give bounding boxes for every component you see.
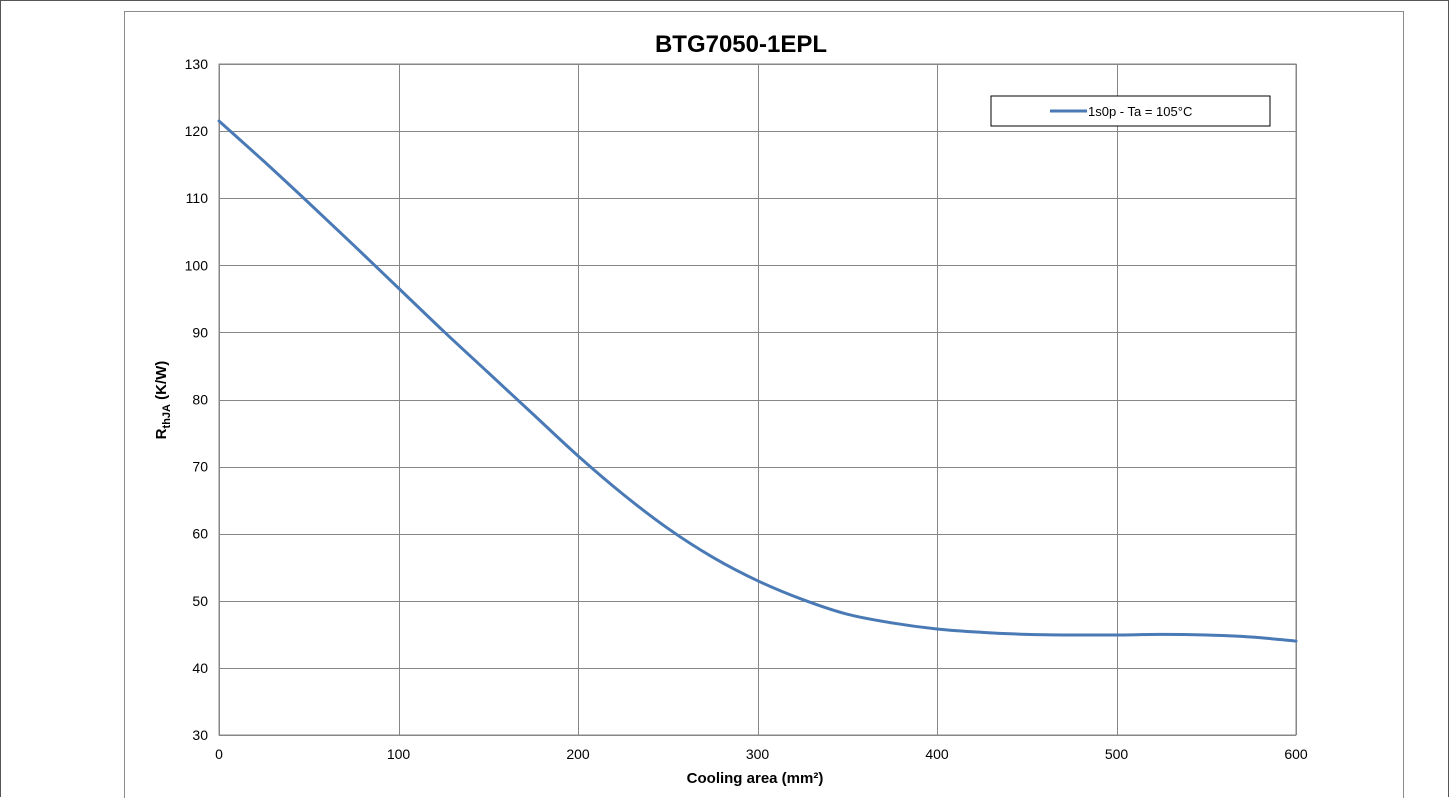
x-tick-label-5: 500: [1105, 746, 1129, 762]
y-axis-label-suffix: (K/W): [153, 361, 170, 404]
legend-label-series-0: 1s0p - Ta = 105°C: [1088, 104, 1192, 119]
x-tick-label-6: 600: [1284, 746, 1308, 762]
grid-layer: [219, 64, 1297, 736]
y-tick-label-7: 100: [185, 257, 209, 273]
chart-title: BTG7050-1EPL: [655, 31, 827, 58]
x-tick-label-0: 0: [215, 746, 223, 762]
series-layer: [217, 119, 1298, 643]
y-tick-label-0: 30: [192, 727, 208, 743]
x-tick-label-4: 400: [925, 746, 949, 762]
y-axis-label-main: R: [153, 428, 170, 439]
y-tick-label-2: 50: [192, 593, 208, 609]
x-tick-label-1: 100: [387, 746, 411, 762]
x-tick-labels: 0 100 200 300 400 500 600: [215, 746, 1308, 762]
x-axis-label: Cooling area (mm²): [687, 770, 824, 787]
y-tick-label-10: 130: [185, 56, 209, 72]
legend-box: [990, 95, 1271, 127]
y-tick-label-8: 110: [186, 190, 209, 206]
series-line-0: [217, 119, 1298, 643]
chart-frame: [124, 11, 1404, 798]
x-tick-label-3: 300: [746, 746, 770, 762]
y-tick-label-1: 40: [192, 660, 208, 676]
x-tick-label-2: 200: [566, 746, 590, 762]
y-tick-labels: 30 40 50 60 70 80 90 100 110 120 130: [185, 56, 209, 743]
y-tick-label-6: 90: [192, 324, 208, 340]
y-tick-label-4: 70: [192, 459, 208, 475]
y-tick-label-9: 120: [185, 123, 209, 139]
y-axis-label-subscript: thJA: [161, 404, 173, 429]
plot-area-border: [218, 63, 1297, 736]
y-axis-label: RthJA (K/W): [153, 361, 173, 440]
legend: 1s0p - Ta = 105°C: [990, 95, 1271, 127]
y-tick-label-5: 80: [192, 392, 208, 408]
y-tick-label-3: 60: [192, 526, 208, 542]
